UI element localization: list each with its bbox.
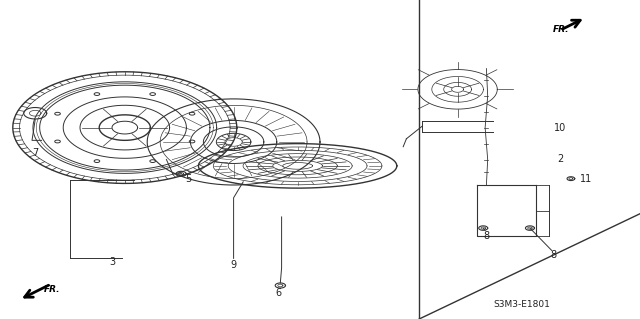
Text: 2: 2 <box>557 154 563 165</box>
Text: S3M3-E1801: S3M3-E1801 <box>493 300 550 309</box>
Text: 11: 11 <box>579 174 592 184</box>
Text: 7: 7 <box>32 148 38 158</box>
Text: 10: 10 <box>554 122 566 133</box>
Text: 8: 8 <box>483 231 490 241</box>
Text: 3: 3 <box>109 256 115 267</box>
Text: 6: 6 <box>275 288 282 299</box>
Text: FR.: FR. <box>552 25 569 34</box>
Text: 8: 8 <box>550 250 557 260</box>
Text: FR.: FR. <box>44 285 60 294</box>
Text: 9: 9 <box>230 260 237 270</box>
Text: 5: 5 <box>186 174 192 184</box>
